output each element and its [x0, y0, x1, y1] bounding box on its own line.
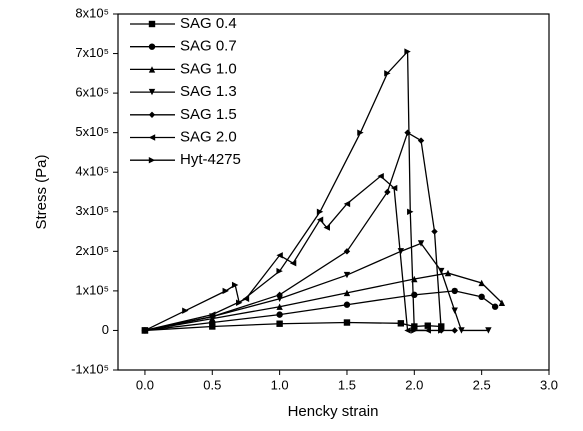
legend-marker [148, 88, 156, 96]
data-point [411, 291, 418, 299]
series-line [144, 242, 489, 332]
legend-text: Hyt-4275 [180, 151, 241, 168]
y-tick-label: 7x10⁵ [75, 45, 109, 60]
data-point [451, 287, 458, 295]
data-point [424, 322, 431, 329]
data-point [343, 248, 351, 255]
data-point [316, 208, 324, 215]
data-point [182, 307, 189, 314]
data-point [276, 303, 283, 310]
y-tick-label: 0 [102, 322, 109, 337]
legend-text: SAG 0.4 [180, 15, 237, 32]
data-point [357, 129, 364, 136]
data-point [438, 327, 445, 334]
data-point [451, 307, 458, 314]
plot-frame [117, 13, 550, 371]
x-tick-label: 2.0 [405, 377, 423, 392]
data-point [451, 327, 458, 334]
y-tick-label: 2x10⁵ [75, 243, 109, 258]
series-line [144, 175, 428, 332]
data-point [343, 271, 351, 279]
legend-marker [148, 20, 156, 28]
data-point [276, 320, 283, 327]
y-tick-label: 3x10⁵ [75, 203, 109, 218]
legend-text: SAG 1.0 [180, 60, 237, 77]
data-point [431, 228, 438, 235]
series-line [144, 321, 442, 332]
data-point [222, 287, 229, 295]
data-point [141, 327, 149, 334]
data-point [209, 313, 216, 320]
data-point [411, 327, 418, 334]
data-point [316, 216, 324, 223]
data-point [276, 295, 283, 302]
legend-marker [148, 43, 156, 50]
data-point [343, 301, 351, 308]
y-axis-title: Stress (Pa) [33, 154, 50, 229]
data-point [343, 200, 351, 208]
y-tick-label: 6x10⁵ [75, 85, 109, 100]
x-tick-label: 1.5 [338, 377, 356, 392]
x-tick-label: 2.5 [473, 377, 491, 392]
data-point [404, 327, 411, 334]
legend-text: SAG 1.5 [180, 106, 237, 123]
data-point [390, 184, 398, 192]
data-point [384, 188, 391, 196]
data-point [343, 289, 351, 297]
x-tick-label: 0.5 [203, 377, 221, 392]
legend-text: SAG 2.0 [180, 128, 237, 145]
series-line [144, 131, 455, 332]
data-point [498, 299, 506, 306]
data-point [458, 327, 465, 334]
legend-text: SAG 0.7 [180, 38, 237, 55]
data-point [485, 327, 492, 334]
data-point [242, 295, 250, 302]
data-point [209, 323, 216, 330]
x-tick-label: 1.0 [271, 377, 289, 392]
data-point [289, 260, 297, 267]
y-tick-label: 1x10⁵ [75, 282, 109, 297]
data-point [276, 252, 283, 259]
series-line [144, 272, 503, 332]
data-point [478, 293, 485, 301]
data-point [438, 267, 445, 275]
data-point [491, 303, 499, 310]
data-point [444, 269, 452, 277]
x-axis-title: Hencky strain [288, 403, 379, 420]
series-line [144, 290, 496, 332]
x-tick-label: 3.0 [540, 377, 558, 392]
data-point [478, 279, 485, 287]
y-tick-label: 4x10⁵ [75, 164, 109, 179]
legend-marker [148, 66, 156, 73]
data-point [323, 224, 330, 231]
data-point [276, 291, 283, 299]
y-tick-label: -1x10⁵ [71, 361, 109, 376]
y-tick-label: 8x10⁵ [75, 5, 109, 20]
x-tick-label: 0.0 [136, 377, 154, 392]
data-point [397, 248, 405, 255]
data-point [276, 267, 283, 275]
data-point [377, 172, 384, 180]
data-point [231, 281, 239, 289]
data-point [417, 137, 425, 144]
data-point [407, 208, 414, 215]
legend-marker [148, 111, 156, 118]
legend-marker [148, 134, 156, 141]
data-point [384, 70, 391, 77]
data-point [343, 319, 351, 326]
y-tick-label: 5x10⁵ [75, 124, 109, 139]
data-point [276, 311, 283, 318]
data-point [404, 129, 411, 136]
legend-text: SAG 1.3 [180, 83, 237, 100]
data-point [397, 320, 405, 327]
legend-marker [148, 157, 156, 164]
data-point [417, 240, 425, 247]
data-point [209, 311, 216, 318]
data-point [404, 48, 411, 55]
data-point [236, 299, 243, 306]
